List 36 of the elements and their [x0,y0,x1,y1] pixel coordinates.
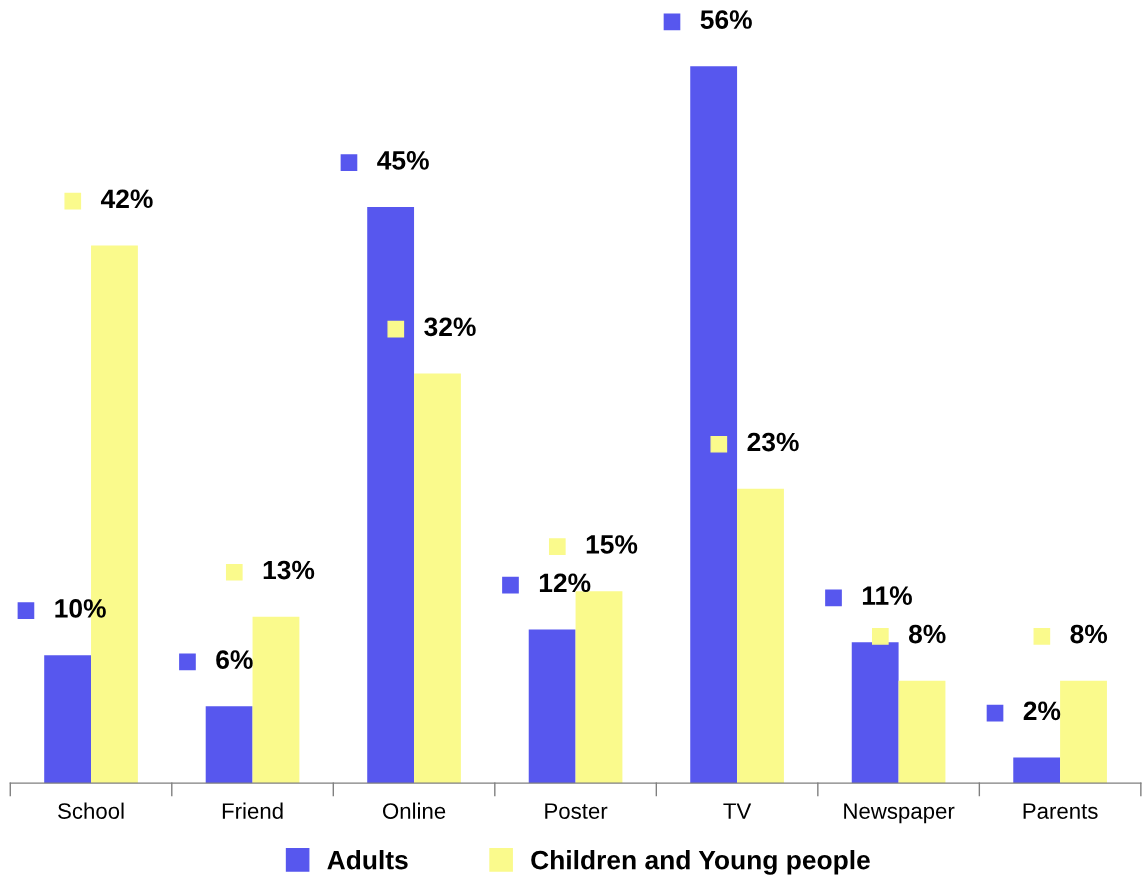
bar [44,655,92,784]
legend-label: Children and Young people [531,850,870,875]
bar [414,373,461,784]
data-label: 2% [1023,701,1061,721]
data-label: 45% [377,151,429,170]
data-label: 6% [216,650,253,669]
data-label: 42% [100,189,153,209]
x-tick-label: Poster [545,803,608,819]
data-label: 11% [862,586,912,605]
legend-label: Adults [327,850,408,870]
bar [252,616,300,784]
data-label: 23% [747,432,799,452]
bar [575,591,623,784]
x-tick-label: Parents [1023,803,1098,819]
bar [737,488,784,784]
data-label: 32% [424,317,476,337]
x-tick-label: School [58,802,124,819]
bar [851,642,899,784]
data-label: 56% [700,10,752,29]
x-tick-label: TV [723,803,752,819]
bar [690,66,738,784]
bar [1013,757,1061,784]
bar [367,207,415,784]
data-label: 8% [908,624,946,644]
data-label: 10% [55,599,106,618]
data-label: 12% [539,573,591,593]
data-label: 13% [263,560,315,580]
data-label: 8% [1070,624,1108,644]
bar [528,629,576,784]
x-tick-label: Newspaper [844,803,955,824]
x-tick-label: Friend [222,802,283,819]
bar [898,680,946,784]
x-tick-label: Online [382,802,446,819]
bar [205,706,253,784]
data-label: 15% [586,535,638,554]
bar [1060,680,1107,784]
